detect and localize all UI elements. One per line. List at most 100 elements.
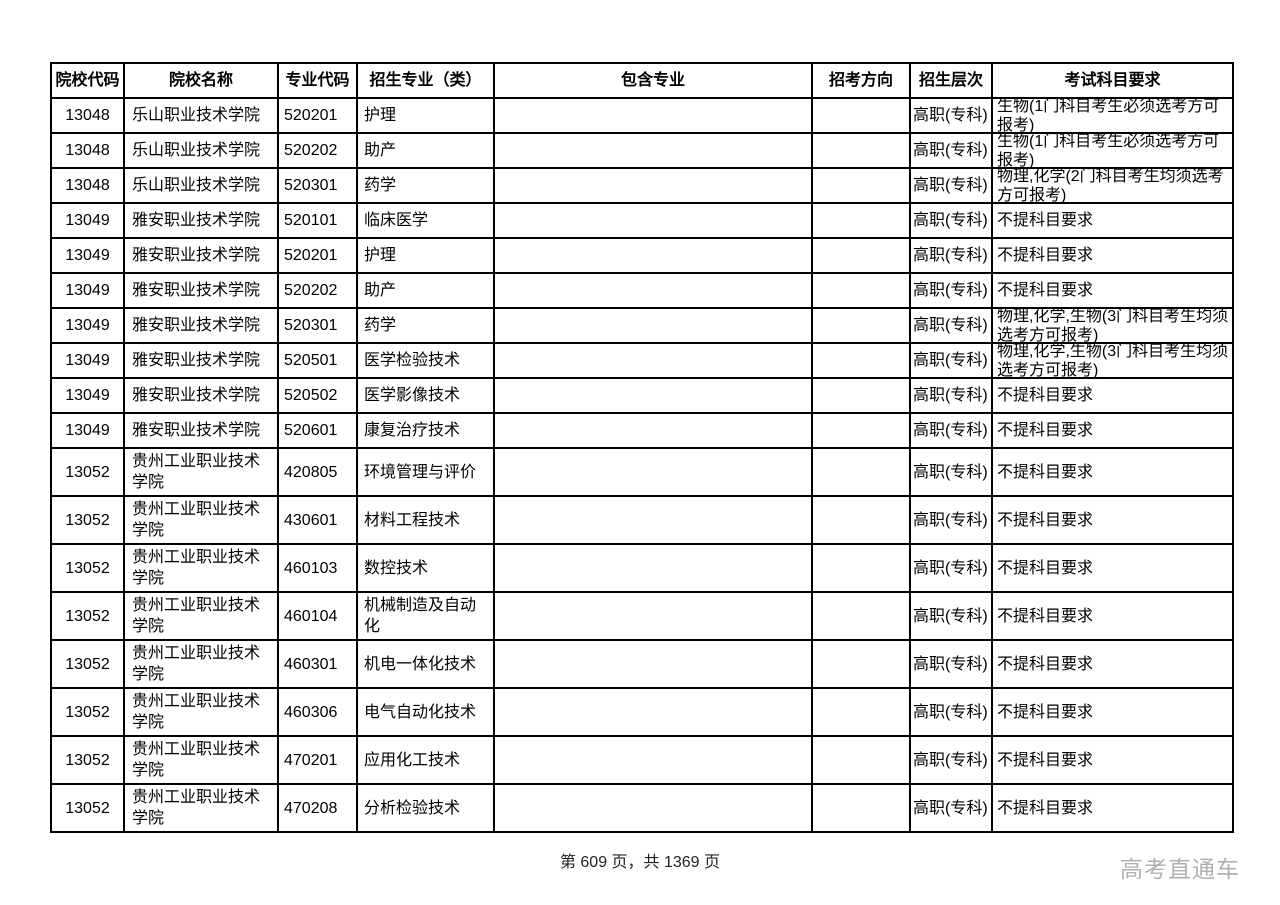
- header-row: 院校代码 院校名称 专业代码 招生专业（类） 包含专业 招考方向 招生层次 考试科目要求: [50, 62, 1234, 99]
- requirement-text: 不提科目要求: [997, 607, 1094, 625]
- cell-college-name: 贵州工业职业技术学院: [123, 735, 279, 785]
- cell-requirement: 生物(1门科目考生必须选考方可报考): [991, 97, 1234, 134]
- cell-major-code: 520301: [277, 167, 358, 204]
- cell-major: 数控技术: [356, 543, 495, 593]
- table-row: 13049 雅安职业技术学院 520501 医学检验技术 高职(专科) 物理,化学,生物(…: [50, 342, 1234, 379]
- cell-major: 助产: [356, 132, 495, 169]
- cell-level: 高职(专科): [909, 97, 993, 134]
- cell-level: 高职(专科): [909, 167, 993, 204]
- cell-requirement: 生物(1门科目考生必须选考方可报考): [991, 132, 1234, 169]
- cell-college-name: 贵州工业职业技术学院: [123, 591, 279, 641]
- cell-included-majors: [493, 132, 813, 169]
- cell-requirement: 不提科目要求: [991, 543, 1234, 593]
- cell-requirement: 不提科目要求: [991, 783, 1234, 833]
- cell-college-code: 13049: [50, 307, 125, 344]
- cell-major-code: 520202: [277, 132, 358, 169]
- cell-major: 临床医学: [356, 202, 495, 239]
- requirement-text: 不提科目要求: [997, 212, 1094, 229]
- cell-college-code: 13049: [50, 202, 125, 239]
- cell-major: 应用化工技术: [356, 735, 495, 785]
- requirement-text: 不提科目要求: [997, 751, 1094, 769]
- table-row: 13049 雅安职业技术学院 520101 临床医学 高职(专科) 不提科目要求: [50, 202, 1234, 239]
- cell-direction: [811, 543, 911, 593]
- cell-included-majors: [493, 342, 813, 379]
- cell-major: 医学检验技术: [356, 342, 495, 379]
- cell-level: 高职(专科): [909, 735, 993, 785]
- cell-included-majors: [493, 639, 813, 689]
- cell-major: 康复治疗技术: [356, 412, 495, 449]
- cell-included-majors: [493, 97, 813, 134]
- cell-major: 护理: [356, 97, 495, 134]
- cell-requirement: 不提科目要求: [991, 272, 1234, 309]
- cell-college-code: 13052: [50, 495, 125, 545]
- cell-direction: [811, 377, 911, 414]
- cell-direction: [811, 307, 911, 344]
- cell-major: 分析检验技术: [356, 783, 495, 833]
- admissions-table: 院校代码 院校名称 专业代码 招生专业（类） 包含专业 招考方向 招生层次 考试科目要求 13…: [50, 62, 1234, 833]
- cell-direction: [811, 687, 911, 737]
- cell-college-code: 13052: [50, 687, 125, 737]
- cell-major-code: 520201: [277, 237, 358, 274]
- cell-major: 护理: [356, 237, 495, 274]
- cell-requirement: 不提科目要求: [991, 639, 1234, 689]
- cell-direction: [811, 132, 911, 169]
- table-row: 13052 贵州工业职业技术学院 470201 应用化工技术 高职(专科) 不提科目要求: [50, 735, 1234, 785]
- cell-college-code: 13052: [50, 639, 125, 689]
- cell-college-name: 贵州工业职业技术学院: [123, 495, 279, 545]
- cell-direction: [811, 639, 911, 689]
- column-header: 院校名称: [123, 62, 279, 99]
- column-header: 院校代码: [50, 62, 125, 99]
- cell-major-code: 520301: [277, 307, 358, 344]
- column-header: 包含专业: [493, 62, 813, 99]
- cell-level: 高职(专科): [909, 342, 993, 379]
- requirement-text: 物理,化学,生物(3门科目考生均须选考方可报考): [997, 307, 1229, 344]
- column-header: 招生专业（类）: [356, 62, 495, 99]
- cell-included-majors: [493, 307, 813, 344]
- cell-direction: [811, 783, 911, 833]
- table-row: 13048 乐山职业技术学院 520301 药学 高职(专科) 物理,化学(2门科目考生均…: [50, 167, 1234, 204]
- cell-level: 高职(专科): [909, 639, 993, 689]
- requirement-text: 不提科目要求: [997, 422, 1094, 439]
- cell-requirement: 不提科目要求: [991, 687, 1234, 737]
- cell-included-majors: [493, 412, 813, 449]
- cell-direction: [811, 272, 911, 309]
- requirement-text: 不提科目要求: [997, 559, 1094, 577]
- cell-college-name: 贵州工业职业技术学院: [123, 543, 279, 593]
- cell-included-majors: [493, 495, 813, 545]
- table-row: 13048 乐山职业技术学院 520201 护理 高职(专科) 生物(1门科目考生必须选考…: [50, 97, 1234, 134]
- requirement-text: 生物(1门科目考生必须选考方可报考): [997, 132, 1220, 169]
- cell-included-majors: [493, 202, 813, 239]
- cell-college-code: 13052: [50, 591, 125, 641]
- cell-level: 高职(专科): [909, 783, 993, 833]
- cell-college-name: 乐山职业技术学院: [123, 167, 279, 204]
- cell-included-majors: [493, 687, 813, 737]
- cell-direction: [811, 591, 911, 641]
- cell-direction: [811, 735, 911, 785]
- cell-direction: [811, 412, 911, 449]
- cell-college-name: 贵州工业职业技术学院: [123, 447, 279, 497]
- cell-college-code: 13052: [50, 447, 125, 497]
- cell-level: 高职(专科): [909, 202, 993, 239]
- cell-college-code: 13049: [50, 272, 125, 309]
- cell-included-majors: [493, 735, 813, 785]
- cell-requirement: 不提科目要求: [991, 377, 1234, 414]
- requirement-text: 不提科目要求: [997, 282, 1094, 299]
- cell-major: 药学: [356, 307, 495, 344]
- table-row: 13049 雅安职业技术学院 520601 康复治疗技术 高职(专科) 不提科目要求: [50, 412, 1234, 449]
- cell-requirement: 不提科目要求: [991, 447, 1234, 497]
- table-row: 13052 贵州工业职业技术学院 430601 材料工程技术 高职(专科) 不提科目要求: [50, 495, 1234, 545]
- cell-included-majors: [493, 591, 813, 641]
- cell-requirement: 不提科目要求: [991, 237, 1234, 274]
- table-row: 13052 贵州工业职业技术学院 460306 电气自动化技术 高职(专科) 不提科目要求: [50, 687, 1234, 737]
- cell-requirement: 不提科目要求: [991, 591, 1234, 641]
- table-row: 13049 雅安职业技术学院 520301 药学 高职(专科) 物理,化学,生物(3门科目…: [50, 307, 1234, 344]
- cell-level: 高职(专科): [909, 237, 993, 274]
- cell-major: 环境管理与评价: [356, 447, 495, 497]
- table-row: 13052 贵州工业职业技术学院 460103 数控技术 高职(专科) 不提科目要求: [50, 543, 1234, 593]
- cell-college-code: 13048: [50, 167, 125, 204]
- cell-level: 高职(专科): [909, 132, 993, 169]
- cell-major-code: 460104: [277, 591, 358, 641]
- cell-college-name: 雅安职业技术学院: [123, 272, 279, 309]
- cell-major: 药学: [356, 167, 495, 204]
